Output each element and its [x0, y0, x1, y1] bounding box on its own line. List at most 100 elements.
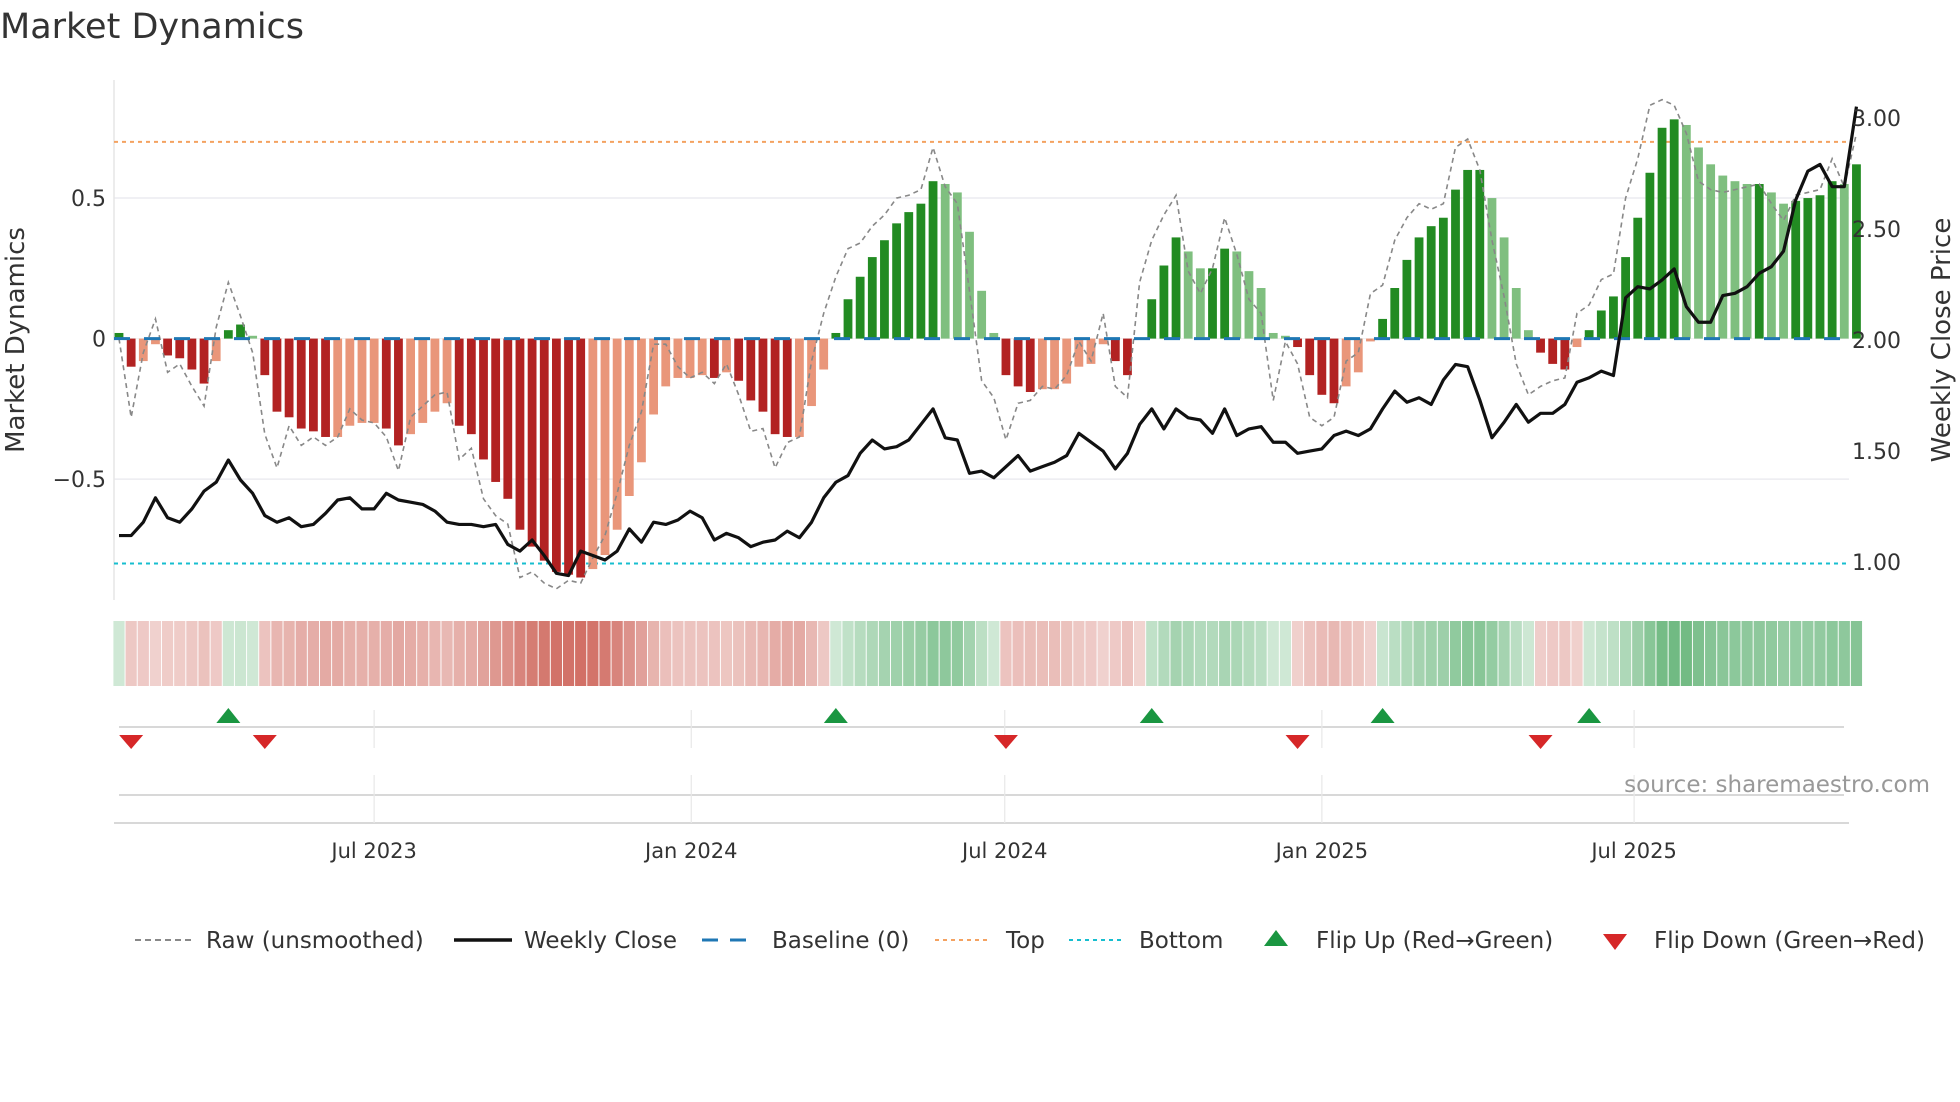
histogram-bar — [296, 338, 306, 429]
regime-cell — [963, 621, 976, 686]
regime-cell — [1522, 621, 1534, 686]
regime-cell — [137, 621, 149, 686]
histogram-bar — [345, 338, 355, 426]
weekly-close-line — [119, 106, 1859, 578]
regime-cell — [951, 621, 963, 686]
regime-cell — [295, 621, 307, 686]
legend-bottom-label: Bottom — [1139, 928, 1223, 954]
histogram-bar — [1074, 338, 1084, 367]
histogram-bar — [211, 338, 221, 362]
histogram-bar — [624, 338, 634, 496]
histogram-bar — [1378, 318, 1387, 339]
regime-cell — [866, 621, 878, 686]
histogram-bar — [1536, 338, 1545, 353]
histogram-bar — [1548, 338, 1558, 364]
histogram-bar — [1317, 338, 1327, 395]
regime-cell — [307, 621, 319, 686]
regime-cell — [1024, 621, 1036, 686]
regime-cell — [1729, 621, 1741, 686]
legend-close-label: Weekly Close — [524, 928, 677, 954]
histogram-bar — [1609, 296, 1618, 339]
regime-cell — [1534, 621, 1547, 686]
histogram-bar — [333, 338, 343, 437]
legend-raw-label: Raw (unsmoothed) — [206, 928, 424, 954]
histogram-bar — [309, 338, 318, 432]
regime-cell — [1777, 621, 1790, 686]
histogram-bar — [1463, 169, 1473, 339]
right-axis-ticks: 3.00 2.50 2.00 1.50 1.00 — [1852, 107, 1901, 576]
histogram-bar — [1195, 268, 1205, 339]
histogram-bar — [1718, 175, 1728, 339]
histogram-bar — [965, 231, 974, 339]
histogram-bar — [1402, 259, 1412, 339]
histogram-bar — [1791, 200, 1801, 339]
histogram-bar — [673, 338, 683, 378]
histogram-bar — [564, 338, 573, 575]
histogram-bar — [1232, 251, 1242, 339]
histogram-bar — [1390, 288, 1400, 339]
regime-cell — [1607, 621, 1620, 686]
histogram-bar — [1050, 338, 1059, 390]
regime-cell — [1328, 621, 1340, 686]
histogram-bar — [1098, 338, 1108, 345]
histogram-bar — [843, 299, 853, 339]
regime-cell — [1109, 621, 1121, 686]
regime-cell — [927, 621, 939, 686]
regime-cell — [1474, 621, 1486, 686]
regime-cell — [1061, 621, 1073, 686]
legend-flip-down-icon — [1603, 934, 1627, 950]
histogram-bar — [940, 184, 950, 339]
regime-cell — [1364, 621, 1377, 686]
histogram-bar — [697, 338, 707, 376]
regime-cell — [878, 621, 891, 686]
histogram-bar — [1025, 338, 1035, 392]
regime-cell — [1182, 621, 1194, 686]
regime-cell — [745, 621, 757, 686]
regime-cell — [368, 621, 380, 686]
regime-cell — [1595, 621, 1607, 686]
histogram-bar — [1438, 217, 1448, 339]
series-lines — [114, 98, 1859, 590]
regime-cell — [903, 621, 915, 686]
histogram-bar — [1730, 181, 1740, 339]
regime-cell — [1352, 621, 1364, 686]
flip-down-marker — [252, 735, 277, 749]
flip-up-marker — [1577, 708, 1602, 723]
histogram-bar — [1572, 338, 1582, 348]
histogram-bar — [1754, 184, 1764, 339]
regime-cell — [283, 621, 295, 686]
regime-cell — [696, 621, 708, 686]
histogram-bar — [1596, 310, 1606, 339]
histogram-bar — [236, 324, 245, 339]
flip-up-marker — [823, 708, 848, 723]
histogram-bar — [795, 338, 804, 437]
right-axis-label: Weekly Close Price — [1927, 218, 1957, 463]
histogram-bar — [576, 338, 586, 578]
regime-cell — [1085, 621, 1097, 686]
histogram-bar — [649, 338, 658, 415]
flip-up-marker — [1139, 708, 1164, 723]
right-tick-label: 2.00 — [1852, 329, 1901, 354]
regime-cell — [1134, 621, 1146, 686]
histogram-bar — [722, 338, 731, 373]
source-credit: source: sharemaestro.com — [1624, 772, 1930, 798]
legend: Raw (unsmoothed) Weekly Close Baseline (… — [135, 928, 1925, 954]
regime-cell — [405, 621, 417, 686]
legend-flip-down-label: Flip Down (Green→Red) — [1654, 928, 1925, 954]
regime-cell — [1632, 621, 1644, 686]
histogram-bar — [126, 338, 136, 367]
histogram-bar — [1815, 195, 1825, 339]
regime-cell — [1219, 621, 1231, 686]
regime-cell — [526, 621, 538, 686]
regime-cell — [562, 621, 575, 686]
regime-cell — [417, 621, 429, 686]
flip-down-marker — [1285, 735, 1310, 749]
regime-cell — [1571, 621, 1583, 686]
histogram-bar — [612, 338, 622, 530]
histogram-bar — [1268, 332, 1278, 339]
left-tick-label: 0.5 — [71, 187, 106, 212]
regime-cell — [635, 621, 648, 686]
flip-down-marker — [993, 735, 1018, 749]
regime-cell — [1097, 621, 1109, 686]
